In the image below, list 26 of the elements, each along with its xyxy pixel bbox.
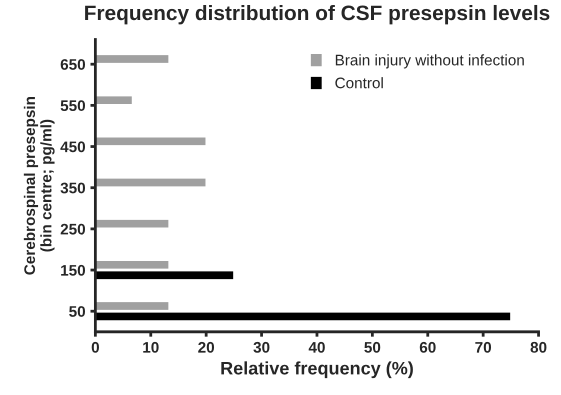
y-tick-label: 50	[69, 306, 86, 317]
y-tick-label: 250	[60, 224, 86, 235]
chart-title: Frequency distribution of CSF presepsin levels	[85, 4, 550, 24]
x-tick-label: 40	[308, 342, 325, 353]
legend-label: Brain injury without infection	[336, 54, 524, 68]
x-tick-label: 70	[475, 342, 492, 353]
bar	[95, 94, 134, 106]
x-tick-label: 20	[198, 342, 214, 353]
y-tick-label: 650	[60, 59, 86, 70]
y-tick-label: 550	[60, 100, 86, 112]
x-tick-label: 60	[420, 342, 436, 353]
y-axis-title: Cerebrospinal presepsin (bin centre; pg/ml)	[24, 97, 55, 275]
legend-label: Control	[335, 77, 383, 88]
x-tick-label: 10	[143, 342, 159, 353]
bar	[95, 54, 170, 64]
y-tick-label: 150	[61, 264, 86, 276]
x-tick-label: 30	[253, 342, 270, 353]
y-tick-label: 350	[60, 182, 86, 194]
y-tick-label: 450	[60, 141, 86, 152]
bar	[95, 136, 207, 147]
bar	[95, 218, 170, 229]
x-tick-label: 50	[364, 342, 380, 353]
bar	[95, 177, 207, 188]
x-axis-title: Relative frequency (%)	[221, 361, 413, 378]
x-tick-label: 0	[92, 342, 99, 353]
x-tick-label: 80	[530, 342, 546, 353]
